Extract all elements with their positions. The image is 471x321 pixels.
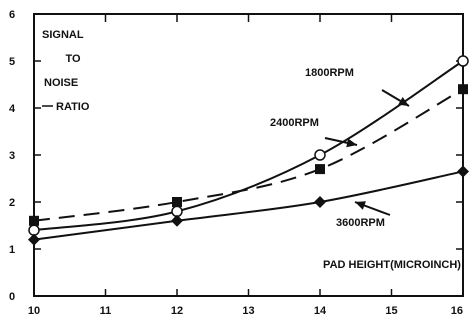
series-label-3600rpm: 3600RPM — [336, 217, 385, 229]
y-axis-label-line: SIGNAL — [42, 29, 84, 41]
x-tick-label: 16 — [451, 305, 463, 317]
y-axis-label-line: RATIO — [56, 101, 90, 113]
x-axis-label: PAD HEIGHT(MICROINCH) — [323, 259, 461, 271]
x-tick-label: 11 — [100, 305, 112, 317]
y-tick-label: 4 — [9, 103, 16, 115]
data-point-2400rpm — [315, 164, 325, 175]
y-axis-label-line: NOISE — [44, 77, 78, 89]
series-labels: 1800RPM 2400RPM 3600RPM — [270, 67, 385, 229]
y-tick-label: 5 — [9, 56, 15, 68]
x-tick-label: 13 — [242, 305, 254, 317]
series-line-1800rpm — [33, 60, 464, 232]
y-tick-label: 0 — [9, 291, 15, 303]
data-point-2400rpm — [29, 215, 39, 226]
data-point-1800rpm — [457, 55, 469, 67]
y-axis-label-line: TO — [65, 53, 81, 65]
series-label-1800rpm: 1800RPM — [305, 67, 354, 79]
series-line-3600rpm — [33, 170, 464, 241]
data-point-3600rpm — [314, 196, 326, 208]
series-lines — [33, 60, 464, 241]
data-point-3600rpm — [171, 214, 183, 227]
series-line-2400rpm — [33, 88, 464, 222]
tick-marks — [33, 13, 464, 297]
data-point-1800rpm — [314, 149, 326, 161]
y-axis-label: SIGNAL TO NOISE RATIO — [42, 29, 90, 113]
x-tick-labels: 10 11 12 13 14 15 16 — [28, 305, 463, 317]
data-point-2400rpm — [172, 197, 182, 207]
arrowhead-3600rpm — [355, 201, 366, 210]
arrowhead-1800rpm — [398, 97, 409, 106]
x-tick-label: 10 — [28, 305, 40, 317]
x-tick-label: 15 — [385, 305, 397, 317]
series-arrows — [324, 89, 410, 216]
data-point-2400rpm — [458, 84, 468, 95]
series-label-2400rpm: 2400RPM — [270, 117, 319, 129]
data-point-3600rpm — [457, 165, 469, 178]
x-tick-label: 14 — [314, 305, 327, 317]
y-tick-label: 2 — [9, 197, 15, 209]
plot-frame — [33, 13, 464, 297]
y-tick-label: 1 — [9, 244, 15, 256]
y-tick-labels: 0 1 2 3 4 5 6 — [9, 9, 16, 303]
y-tick-label: 3 — [9, 150, 15, 162]
x-tick-label: 12 — [171, 305, 183, 317]
y-tick-label: 6 — [9, 9, 15, 21]
arrowhead-2400rpm — [346, 138, 357, 148]
series-markers — [28, 55, 469, 246]
data-point-3600rpm — [28, 233, 40, 246]
